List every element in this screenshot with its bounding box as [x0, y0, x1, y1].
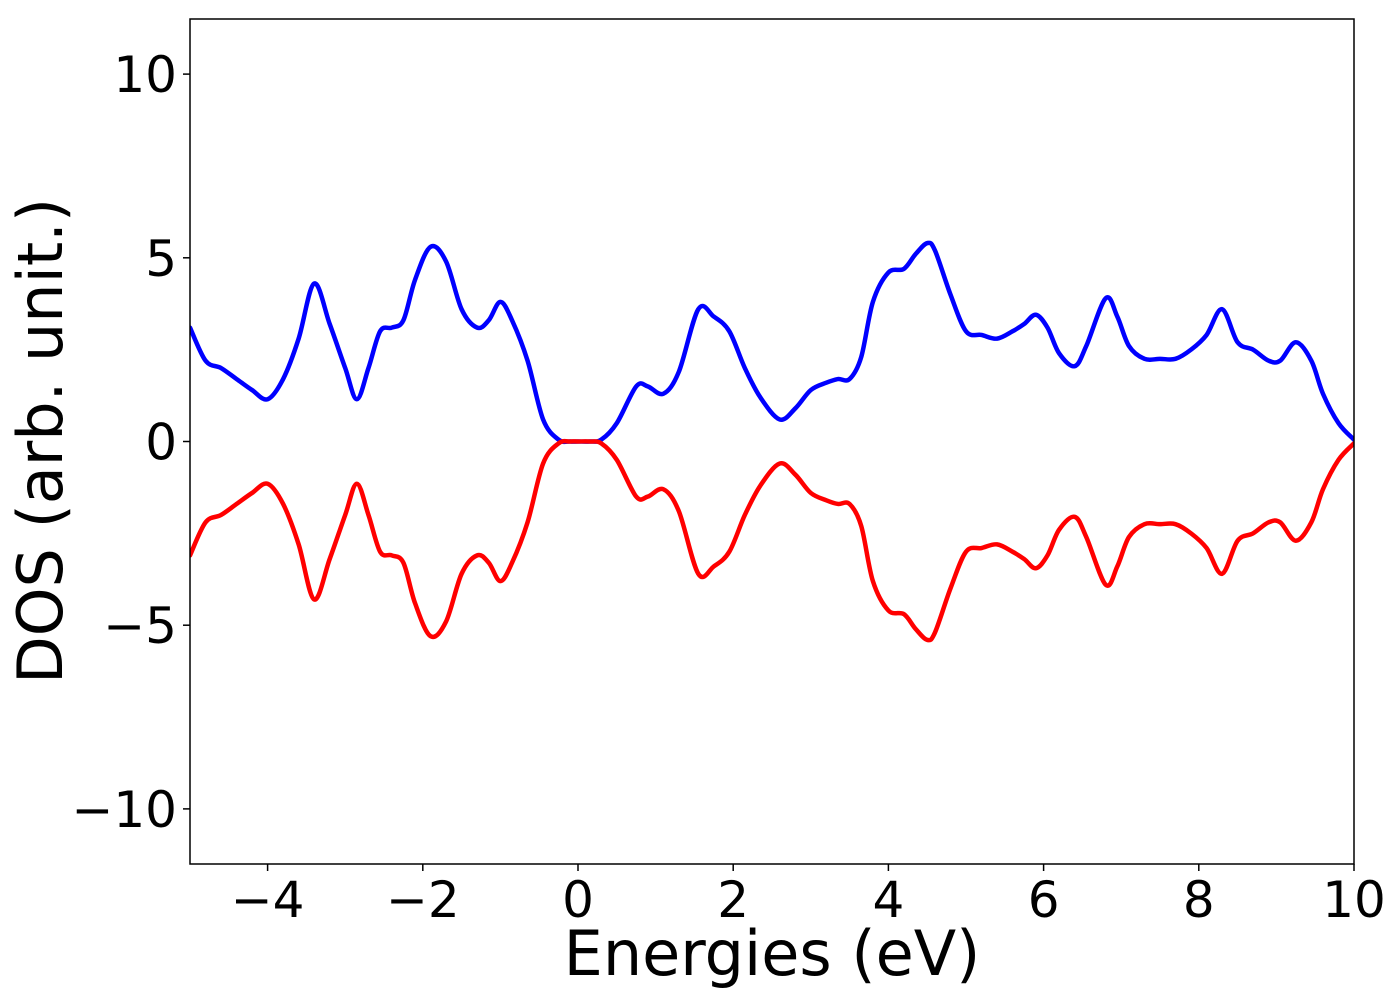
- y-axis-label: DOS (arb. unit.): [4, 198, 77, 684]
- series-line-spin-down: [190, 438, 1354, 643]
- y-tick-label: 5: [145, 230, 177, 288]
- x-tick-label: 10: [1322, 871, 1386, 929]
- x-axis-ticks: −4 −2 0 2 4 6 8 10: [231, 864, 1386, 929]
- y-tick-label: 10: [113, 46, 177, 104]
- y-tick-label: −10: [71, 781, 177, 839]
- x-axis-label: Energies (eV): [564, 917, 981, 990]
- x-tick-label: 4: [872, 871, 904, 929]
- x-tick-label: 6: [1028, 871, 1060, 929]
- x-tick-label: −2: [386, 871, 460, 929]
- series-layer: [190, 240, 1354, 643]
- y-axis-ticks: −10 −5 0 5 10: [71, 46, 190, 839]
- x-tick-label: 0: [562, 871, 594, 929]
- series-line-spin-up: [190, 240, 1354, 445]
- x-tick-label: −4: [231, 871, 305, 929]
- x-tick-label: 8: [1183, 871, 1215, 929]
- y-tick-label: −5: [103, 597, 177, 655]
- y-tick-label: 0: [145, 414, 177, 472]
- x-tick-label: 2: [717, 871, 749, 929]
